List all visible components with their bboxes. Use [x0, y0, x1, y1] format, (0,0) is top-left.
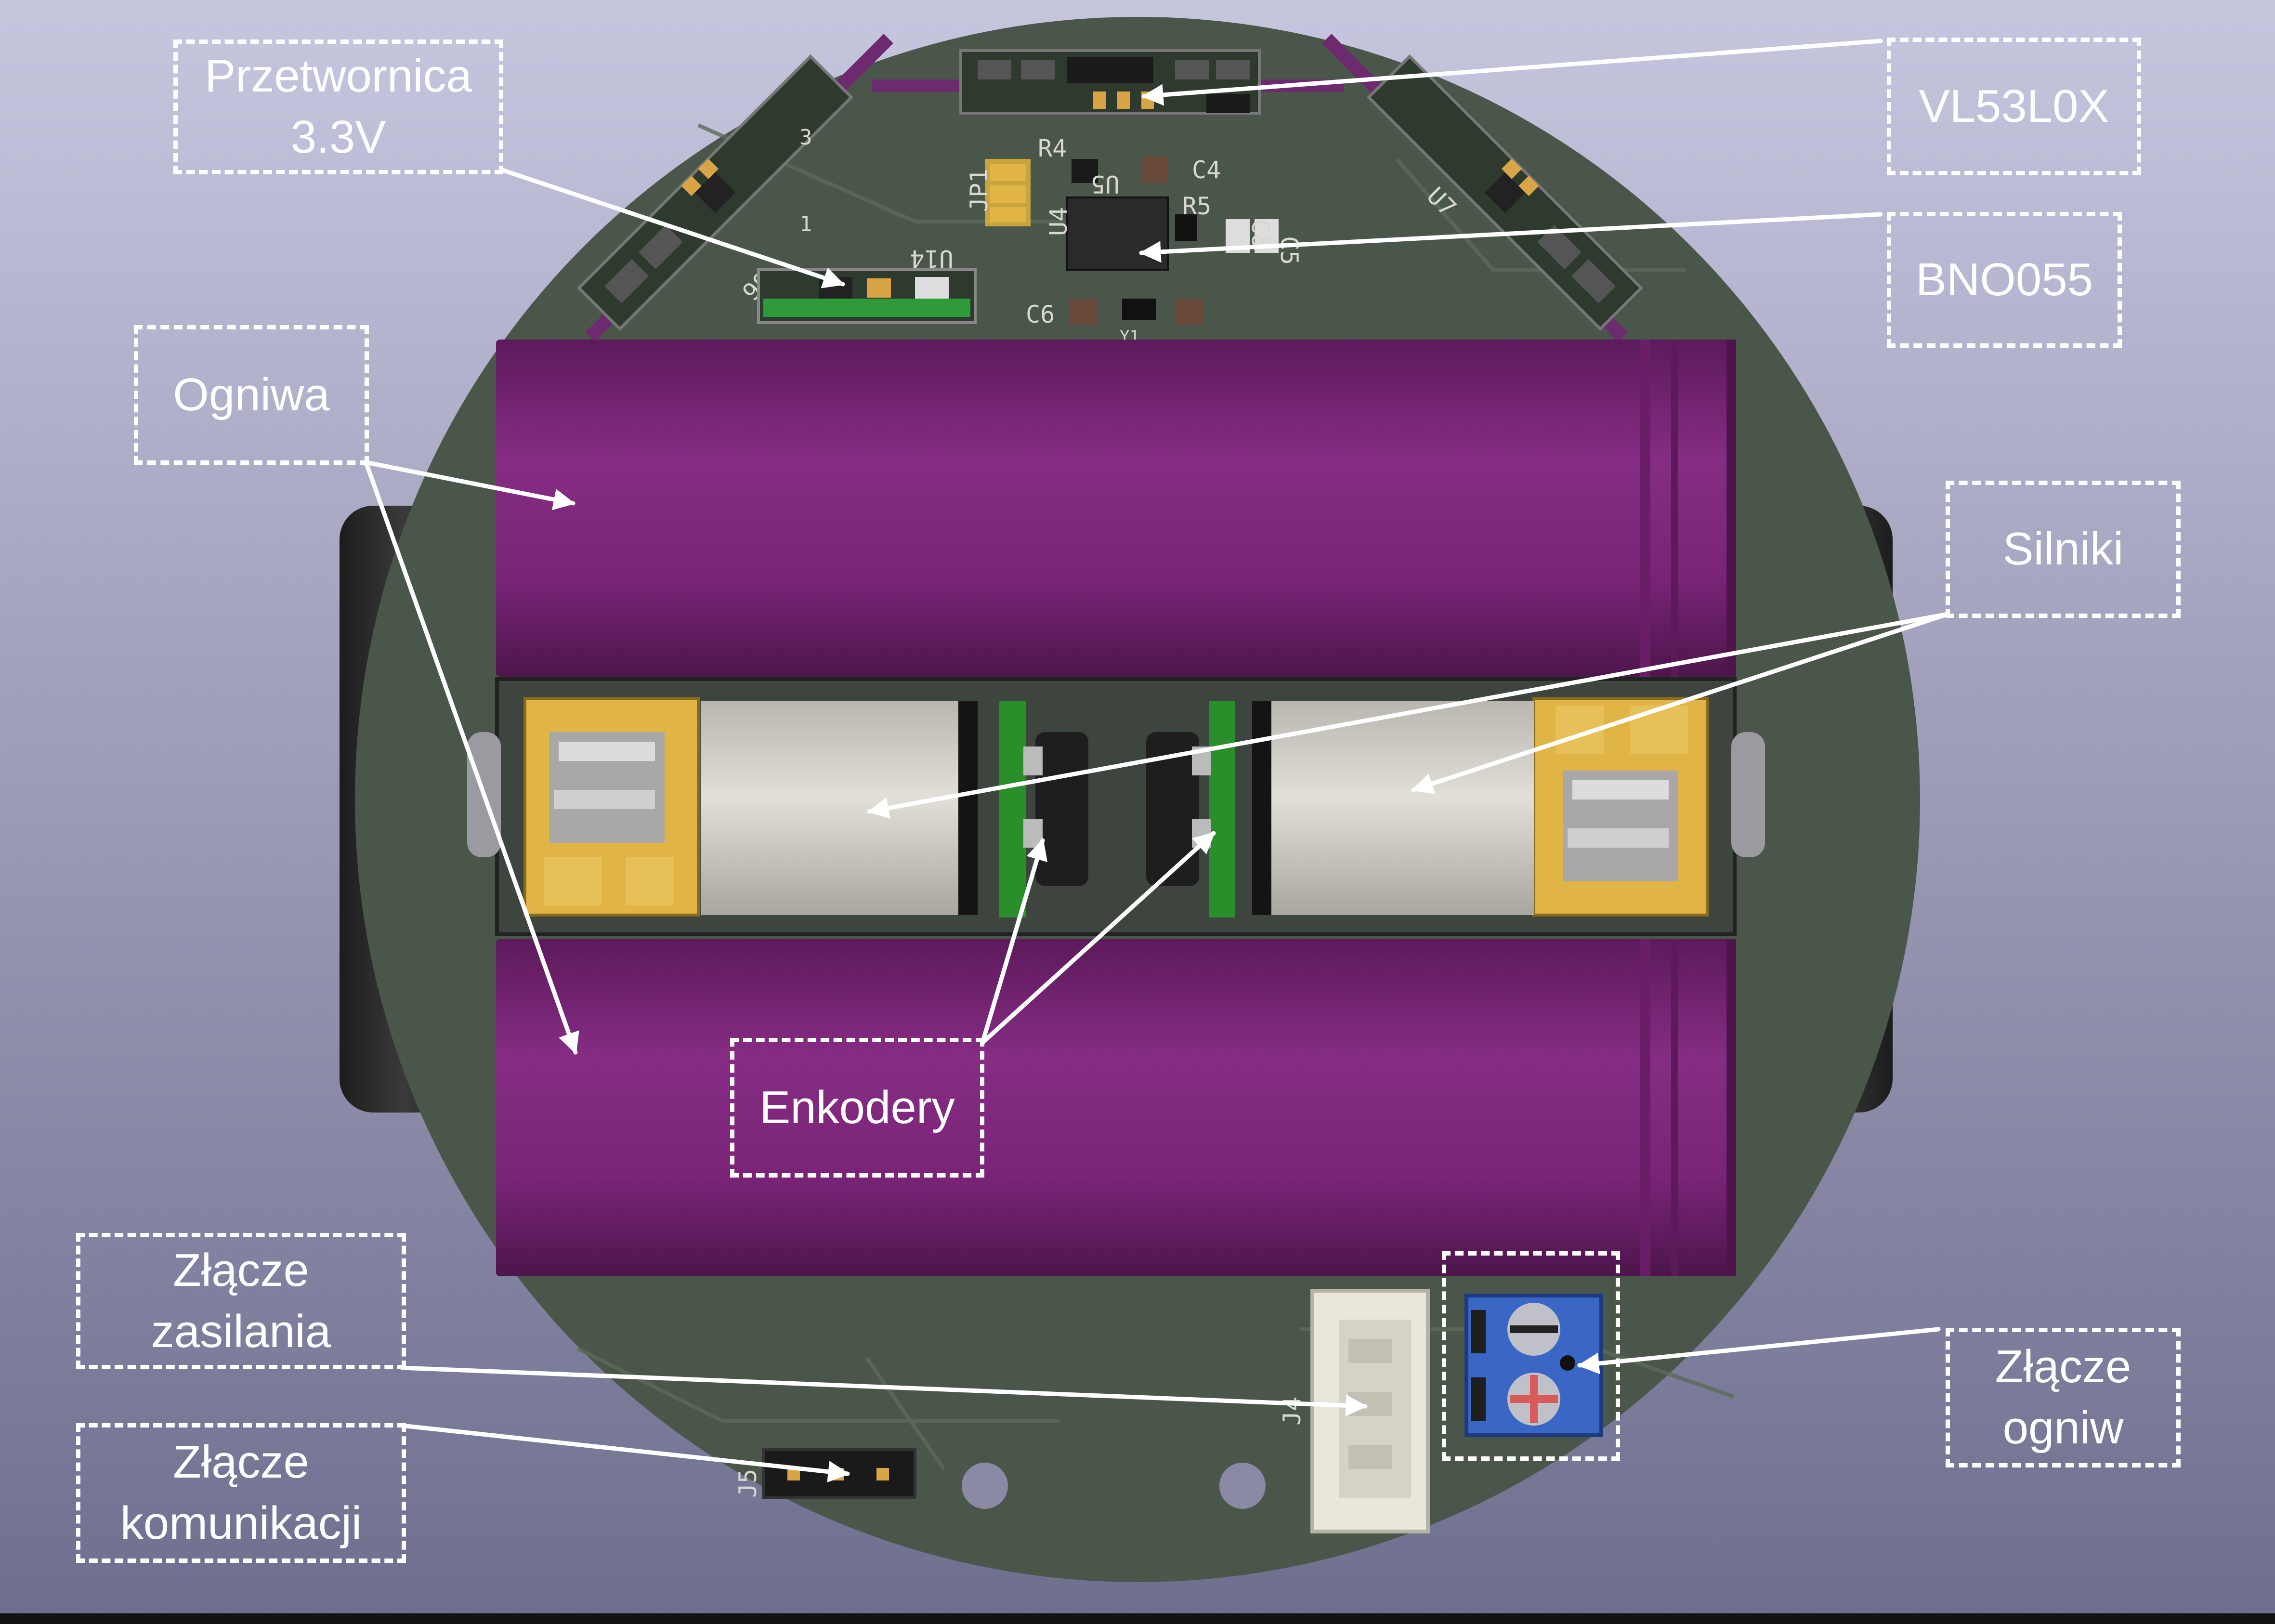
- sensor-module-right: [1366, 54, 1644, 331]
- right-motor: [1259, 701, 1534, 915]
- arrow-ogniw: [1577, 1327, 1941, 1375]
- arrow-ogniwa-top: [364, 460, 575, 511]
- terminal-block-highlight: [1442, 1251, 1620, 1461]
- sensor-module-top: [959, 49, 1261, 115]
- label-przetwornica: Przetwornica 3.3V: [173, 39, 503, 174]
- wheel-hub-right: [1731, 732, 1765, 857]
- svg-text:1: 1: [799, 212, 812, 236]
- svg-text:U4: U4: [1045, 207, 1072, 236]
- label-silniki: Silniki: [1946, 481, 2181, 618]
- left-motor: [701, 701, 970, 915]
- arrow-enkoder-left: [980, 838, 1048, 1045]
- svg-text:C5: C5: [1275, 236, 1303, 265]
- battery-bottom: [496, 939, 1736, 1276]
- mount-hole: [1219, 1463, 1266, 1509]
- label-bno055: BNO055: [1887, 212, 2122, 348]
- label-zlacze-ogniw: Złącze ogniw: [1946, 1328, 2181, 1467]
- svg-text:J5: J5: [734, 1469, 762, 1498]
- label-zlacze-komunikacji: Złącze komunikacji: [76, 1423, 406, 1563]
- label-vl53l0x: VL53L0X: [1887, 38, 2141, 175]
- voltage-regulator: [757, 268, 977, 324]
- arrow-ogniwa-bottom: [364, 460, 579, 1055]
- right-motor-cap: [1252, 701, 1271, 915]
- arrow-silniki-left: [867, 612, 1950, 819]
- svg-text:U14: U14: [910, 245, 954, 273]
- label-enkodery: Enkodery: [730, 1038, 984, 1178]
- sensor-module-left: [576, 54, 854, 331]
- bottom-edge: [0, 1613, 2275, 1624]
- svg-text:C6: C6: [1026, 301, 1055, 328]
- left-encoder: [999, 701, 1088, 917]
- label-ogniwa: Ogniwa: [134, 325, 369, 465]
- power-connector-j4: [1310, 1289, 1430, 1533]
- left-gearbox: [523, 697, 700, 917]
- left-motor-cap: [958, 701, 978, 915]
- imu-area: [985, 157, 1279, 325]
- svg-text:3: 3: [799, 125, 812, 150]
- arrow-przetwornica: [498, 167, 845, 288]
- svg-text:C8: C8: [1246, 219, 1274, 248]
- svg-text:U5: U5: [1091, 170, 1120, 198]
- mount-hole: [962, 1463, 1008, 1509]
- battery-top: [496, 340, 1736, 677]
- svg-text:R5: R5: [1182, 192, 1211, 220]
- svg-text:C4: C4: [1192, 156, 1221, 184]
- arrow-silniki-right: [1411, 612, 1950, 794]
- silkscreen: R4 C4 R5 C6 Y1 3 1 JP1 U4 C8 C5 U5 U14 U…: [734, 125, 1462, 1498]
- right-gearbox: [1532, 697, 1709, 917]
- label-zlacze-zasilania: Złącze zasilania: [76, 1233, 406, 1369]
- arrow-zasilanie: [400, 1365, 1368, 1416]
- svg-text:R4: R4: [1038, 134, 1067, 162]
- arrow-komunikacja: [400, 1423, 850, 1483]
- arrow-enkoder-right: [980, 831, 1216, 1045]
- arrow-vl53l0x: [1141, 39, 1883, 106]
- svg-text:JP1: JP1: [965, 169, 993, 212]
- arrow-bno055: [1139, 212, 1883, 263]
